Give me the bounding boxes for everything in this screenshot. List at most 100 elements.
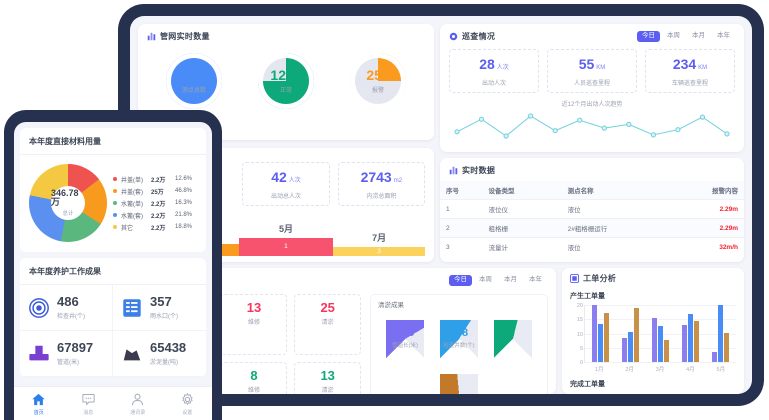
ring-normal-label: 正常 <box>279 88 292 94</box>
bar-group <box>706 305 736 362</box>
tab-week-2[interactable]: 本周 <box>479 276 492 283</box>
maintenance-tabs[interactable]: 今日 本周 本月 本年 <box>449 275 547 286</box>
donut-total-value: 346.78万 <box>51 188 79 207</box>
bar <box>627 331 633 362</box>
tabbar-item-message[interactable]: 消息 <box>64 392 114 416</box>
result-card: 本年度养护工作成果 486 检查井(个) <box>20 258 206 377</box>
alarm-panel-title: 管网实时数量 <box>160 32 210 41</box>
legend-name: 水篦(单) <box>121 201 143 208</box>
tab-month[interactable]: 本月 <box>692 32 705 40</box>
trend-chart-title: 近12个月出动人次趋势 <box>561 102 623 108</box>
alarm-panel: 管网实时数量 3456 测点总数 1299 正常 256 报警 <box>138 24 434 140</box>
cell-alarm: 32m/h <box>664 237 744 256</box>
cell-point: 液位 <box>561 199 665 219</box>
bar <box>658 325 663 362</box>
ring-total-label: 测点总数 <box>181 88 206 94</box>
legend-pct: 21.8% <box>175 212 193 218</box>
y-tick: 10 <box>576 331 583 338</box>
bar <box>688 314 694 362</box>
legend-pct: 18.8% <box>175 224 193 230</box>
bar-groups <box>585 305 736 362</box>
tabbar-item-contacts[interactable]: 通讯录 <box>113 392 163 416</box>
donut-center: 346.78万 总计 <box>51 186 85 220</box>
gauge-manhole-count-label: 检查井数(个) <box>443 343 475 349</box>
tab-year[interactable]: 本年 <box>717 32 730 40</box>
tab-week[interactable]: 本周 <box>667 32 680 40</box>
bar <box>718 305 724 362</box>
legend-value: 2.2万 <box>151 201 166 208</box>
bar-chart-icon <box>449 166 458 175</box>
cell-no: 3 <box>440 237 483 256</box>
x-tick: 1月 <box>594 367 604 373</box>
stat-dispatch-caption: 出动人次 <box>481 81 506 87</box>
grid-line: 20 <box>577 303 736 309</box>
grid-icon <box>570 274 579 283</box>
material-card: 本年度直接材料用量 346.78万 总计 井盖(单) 2.2万 12.6% 井盖(套)… <box>20 128 206 252</box>
col-type: 设备类型 <box>482 181 562 200</box>
home-icon <box>32 393 45 405</box>
bar <box>724 332 730 362</box>
patrol-tabs[interactable]: 今日 本周 本月 本年 <box>637 31 735 42</box>
metric-repair-green-caption: 维修 <box>248 388 261 394</box>
maintenance-panel-header: 今日 本周 本月 本年 <box>138 268 556 286</box>
bar-group <box>645 305 675 362</box>
table-row[interactable]: 3 流量计 液位 32m/h <box>440 237 744 256</box>
gear-icon <box>182 392 193 405</box>
bar-group <box>676 305 706 362</box>
legend-pct: 16.3% <box>175 200 193 206</box>
realtime-table: 序号 设备类型 测点名称 报警内容 1 液位仪 液位 2.29m 2 粗格栅 2… <box>440 181 744 256</box>
tabbar-item-settings[interactable]: 设置 <box>163 392 213 416</box>
metric-dredge-green-value: 13 <box>320 368 335 383</box>
table-header-row: 序号 设备类型 测点名称 报警内容 <box>440 181 744 200</box>
stat-dispatch: 28 人次 出动人次 <box>449 49 539 93</box>
tab-year-2[interactable]: 本年 <box>529 276 542 283</box>
podium-item-1: 5月 1 <box>238 222 334 256</box>
metric-dredge-green: 13 清淤 <box>294 362 362 394</box>
material-donut-chart: 346.78万 总计 <box>29 164 107 242</box>
phone-screen: 本年度直接材料用量 346.78万 总计 井盖(单) 2.2万 12.6% 井盖(套)… <box>14 122 212 420</box>
legend-pct: 46.8% <box>175 188 193 194</box>
result-cell-manhole[interactable]: 486 检查井(个) <box>20 285 113 331</box>
legend-dot <box>113 225 117 229</box>
result-pipe-caption: 管道(米) <box>57 360 79 366</box>
result-sludge-caption: 淤泥量(吨) <box>150 360 178 366</box>
cell-type: 粗格栅 <box>482 218 562 238</box>
bar <box>603 312 609 362</box>
metric-dredge-green-caption: 清淤 <box>321 388 334 394</box>
ring-normal: 1299 正常 <box>258 53 314 109</box>
tabbar-item-home[interactable]: 首页 <box>14 392 64 416</box>
phone-tabbar[interactable]: 首页 消息 通讯录 设置 <box>14 386 212 420</box>
tabbar-label-settings: 设置 <box>182 409 193 416</box>
result-cell-grate[interactable]: 357 雨水口(个) <box>113 285 206 331</box>
podium-month-3: 7月 <box>372 233 387 243</box>
tab-month-2[interactable]: 本月 <box>504 276 517 283</box>
podium-month-1: 5月 <box>278 224 293 234</box>
result-grid: 486 检查井(个) 357 雨水口(个) <box>20 285 206 377</box>
stat-person-km: 55 KM 人员巡查里程 <box>547 49 637 93</box>
pipe-icon <box>29 345 49 360</box>
stat-total-dispatch-caption: 出动总人次 <box>270 194 301 200</box>
metric-repair-green-value: 8 <box>250 368 258 383</box>
workorder-panel-title: 工单分析 <box>583 274 617 283</box>
stat-total-dispatch-value: 42 <box>271 169 287 185</box>
chart-x-axis: 1月 2月 3月 4月 5月 <box>584 363 736 373</box>
dredge-result-title: 清淤成果 <box>378 301 404 309</box>
tab-today[interactable]: 今日 <box>637 31 660 42</box>
y-tick: 0 <box>579 360 583 366</box>
result-cell-pipe[interactable]: 67897 管道(米) <box>20 331 113 377</box>
legend-value: 2.2万 <box>151 213 166 220</box>
result-cell-sludge[interactable]: 65438 淤泥量(吨) <box>113 331 206 377</box>
gauge-extra-brown <box>435 368 483 394</box>
manhole-icon <box>29 297 49 318</box>
gauge-manhole-count: 368 检查井数(个) <box>435 314 483 363</box>
tab-today-2[interactable]: 今日 <box>449 275 472 286</box>
legend-value: 25万 <box>151 189 164 196</box>
message-icon <box>82 393 95 405</box>
table-row[interactable]: 1 液位仪 液位 2.29m <box>440 199 744 219</box>
bar <box>597 324 603 362</box>
bar <box>591 305 597 362</box>
cell-alarm: 2.29m <box>664 199 744 219</box>
metric-dredge-red: 25 清淤 <box>294 293 362 355</box>
table-row[interactable]: 2 粗格栅 2#粗格栅运行 2.29m <box>440 218 744 238</box>
